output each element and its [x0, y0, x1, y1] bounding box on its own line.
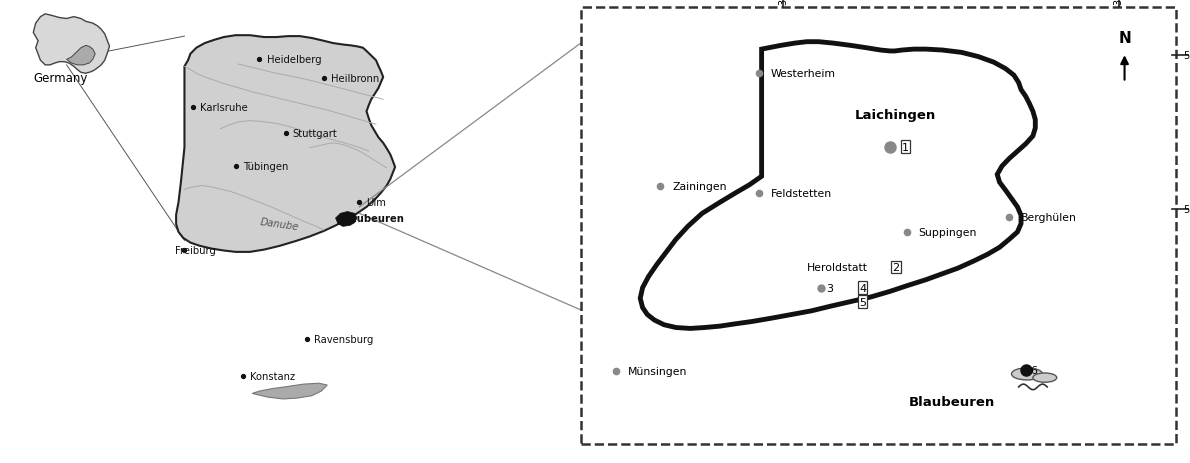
Text: 3538000: 3538000: [1114, 0, 1123, 5]
Text: Heidelberg: Heidelberg: [267, 55, 321, 65]
Polygon shape: [176, 36, 395, 252]
Text: 3: 3: [826, 283, 833, 293]
Text: 4: 4: [859, 283, 866, 293]
Circle shape: [1033, 373, 1057, 382]
Circle shape: [1012, 368, 1042, 380]
Text: Konstanz: Konstanz: [250, 371, 295, 381]
Text: 1: 1: [902, 142, 909, 152]
Bar: [581, 8, 1176, 444]
Text: Heilbronn: Heilbronn: [331, 74, 380, 84]
Text: Karlsruhe: Karlsruhe: [200, 102, 248, 113]
Text: Stuttgart: Stuttgart: [293, 128, 338, 138]
Text: Heroldstatt: Heroldstatt: [807, 263, 868, 273]
Text: Danube: Danube: [259, 217, 300, 232]
Text: Ravensburg: Ravensburg: [314, 334, 374, 344]
Text: 2: 2: [892, 263, 900, 273]
Text: Blaubeuren: Blaubeuren: [909, 395, 995, 408]
Text: 6: 6: [1031, 365, 1038, 375]
Text: Westerheim: Westerheim: [771, 69, 837, 79]
Text: Zainingen: Zainingen: [672, 181, 727, 191]
Text: 5377000: 5377000: [1183, 50, 1190, 61]
Text: 5: 5: [859, 297, 866, 307]
Text: Suppingen: Suppingen: [919, 227, 977, 238]
Text: N: N: [1119, 31, 1130, 46]
Polygon shape: [252, 383, 327, 399]
Text: Berghülen: Berghülen: [1021, 213, 1077, 223]
Text: Germany: Germany: [33, 72, 88, 85]
Polygon shape: [33, 15, 109, 74]
Text: 5372000: 5372000: [1183, 204, 1190, 214]
Text: Freiburg: Freiburg: [175, 246, 215, 256]
Text: Laichingen: Laichingen: [854, 108, 935, 121]
Text: Tübingen: Tübingen: [243, 162, 288, 172]
Polygon shape: [336, 212, 357, 227]
Text: Ulm: Ulm: [367, 198, 387, 208]
Text: Feldstetten: Feldstetten: [771, 188, 832, 199]
Text: Münsingen: Münsingen: [628, 366, 688, 376]
Text: Blaubeuren: Blaubeuren: [339, 214, 405, 224]
Text: 3543000: 3543000: [778, 0, 788, 5]
Polygon shape: [67, 46, 95, 66]
